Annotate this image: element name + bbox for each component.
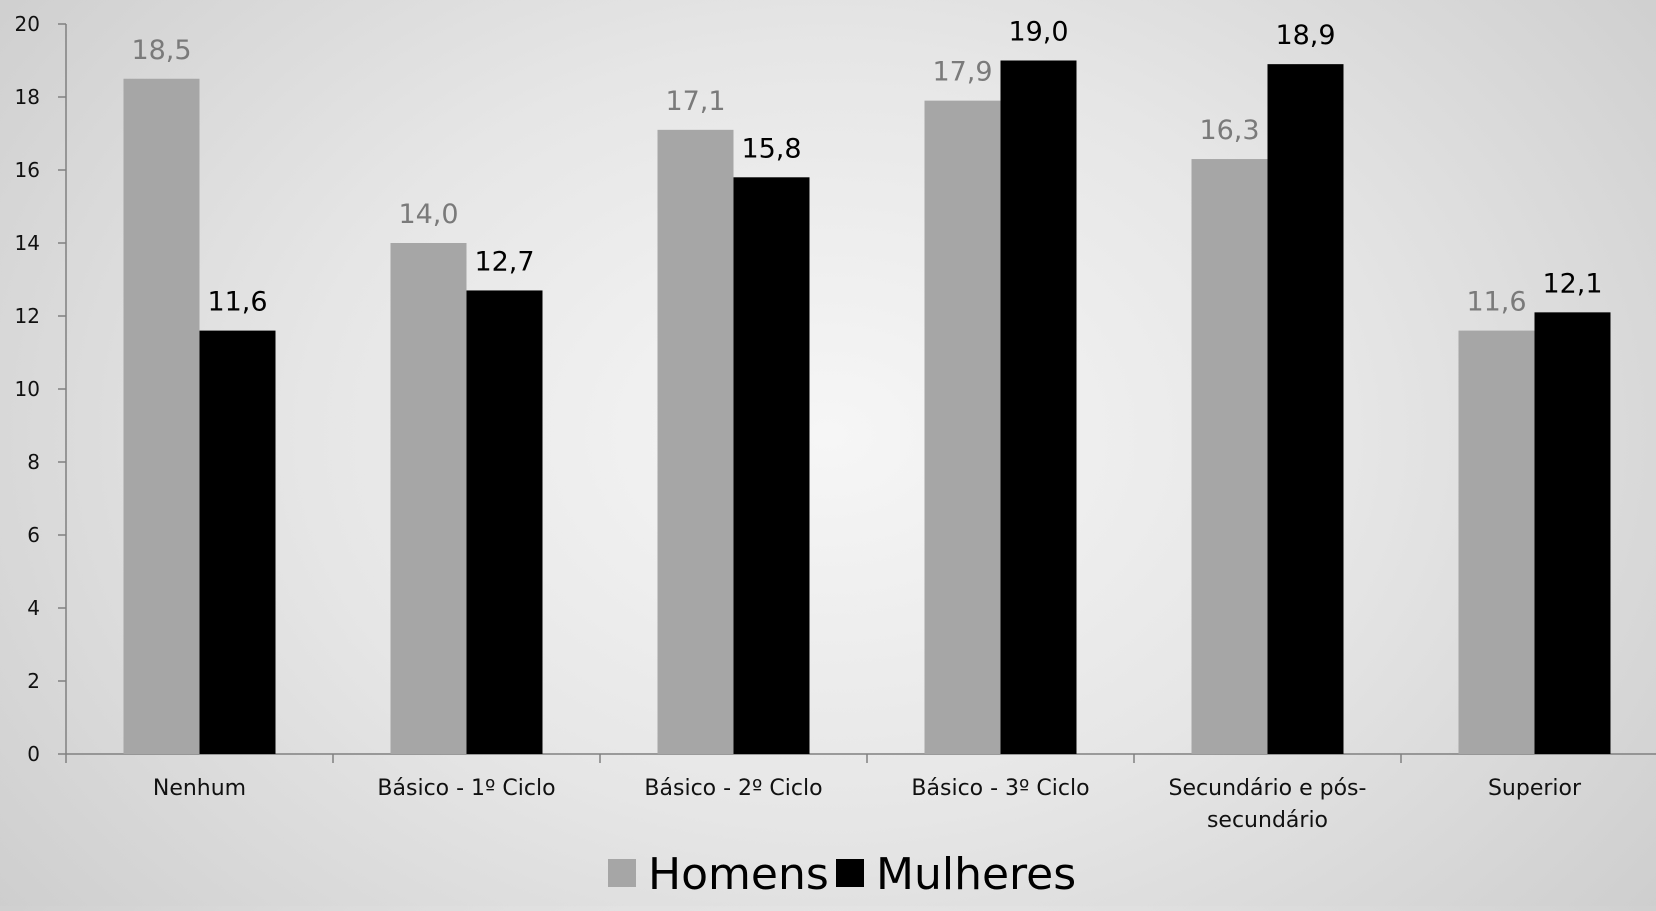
- data-label-mulheres: 18,9: [1275, 20, 1335, 51]
- data-label-homens: 18,5: [131, 35, 191, 66]
- bar-mulheres: [1000, 60, 1077, 754]
- bar-homens: [657, 129, 734, 755]
- y-tick-label: 10: [15, 377, 40, 401]
- bar-homens: [123, 78, 200, 754]
- data-label-mulheres: 12,7: [474, 246, 534, 277]
- bar-mulheres: [1267, 64, 1344, 754]
- data-label-homens: 14,0: [398, 199, 458, 230]
- bar-homens: [924, 100, 1001, 754]
- bar-homens: [1458, 330, 1535, 754]
- bar-homens: [390, 243, 467, 754]
- bars: [123, 60, 1611, 755]
- y-tick-label: 14: [15, 231, 40, 255]
- bar-mulheres: [1534, 312, 1611, 754]
- data-label-mulheres: 15,8: [741, 133, 801, 164]
- data-label-mulheres: 12,1: [1542, 268, 1602, 299]
- data-label-homens: 17,9: [932, 57, 992, 88]
- x-tick-label: Básico - 1º Ciclo: [377, 776, 555, 801]
- y-tick-label: 16: [15, 158, 40, 182]
- data-label-mulheres: 19,0: [1008, 17, 1068, 48]
- bar-mulheres: [466, 290, 543, 754]
- legend-label-mulheres: Mulheres: [876, 849, 1076, 900]
- y-tick-label: 8: [27, 450, 40, 474]
- legend-swatch-homens: [608, 859, 636, 887]
- x-tick-label: Superior: [1488, 776, 1582, 801]
- bar-mulheres: [199, 330, 276, 754]
- data-label-mulheres: 11,6: [207, 287, 267, 318]
- y-tick-label: 4: [27, 596, 40, 620]
- legend-swatch-mulheres: [836, 859, 864, 887]
- y-tick-label: 0: [27, 742, 40, 766]
- axes: 0 2 4 6 8 10 12 14 16 18 20 Nenhum Básico - 1º Ciclo…: [15, 12, 1656, 833]
- y-tick-label: 18: [15, 85, 40, 109]
- data-label-homens: 16,3: [1199, 115, 1259, 146]
- data-label-homens: 11,6: [1466, 287, 1526, 318]
- legend: Homens Mulheres: [608, 849, 1076, 900]
- y-tick-label: 12: [15, 304, 40, 328]
- y-tick-label: 2: [27, 669, 40, 693]
- x-tick-label: Básico - 3º Ciclo: [911, 776, 1089, 801]
- bar-homens: [1191, 159, 1268, 755]
- x-tick-label: Básico - 2º Ciclo: [644, 776, 822, 801]
- x-tick-label: Secundário e pós-secundário: [1169, 776, 1367, 833]
- y-tick-label: 6: [27, 523, 40, 547]
- y-tick-label: 20: [15, 12, 40, 36]
- data-labels: 18,5 14,0 17,1 17,9 16,3 11,6 11,6 12,7 15,8 19,0…: [131, 17, 1602, 318]
- bar-mulheres: [733, 177, 810, 755]
- x-tick-label: Nenhum: [153, 776, 246, 801]
- legend-label-homens: Homens: [648, 849, 829, 900]
- data-label-homens: 17,1: [665, 86, 725, 117]
